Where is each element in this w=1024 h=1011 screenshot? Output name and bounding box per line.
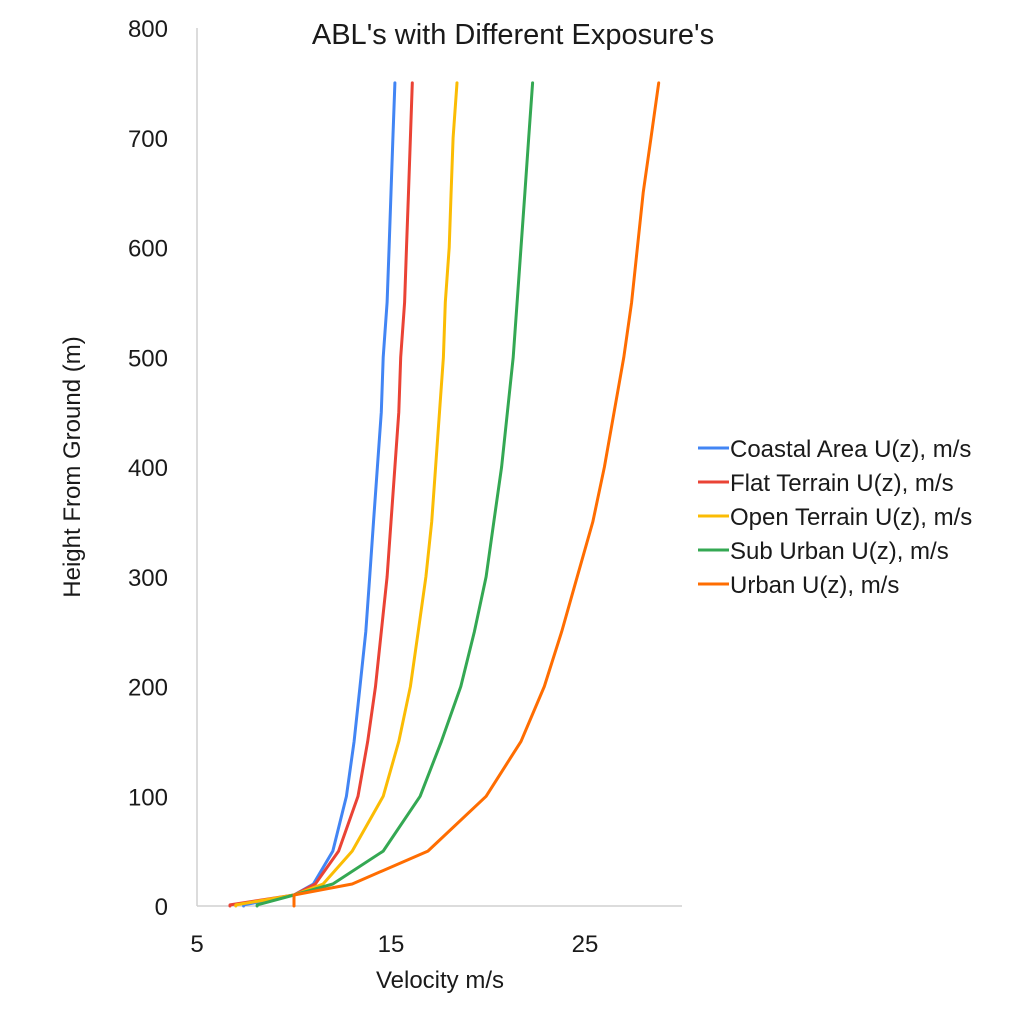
x-tick-labels: 5 15 25 bbox=[190, 931, 598, 958]
x-tick-label: 5 bbox=[190, 931, 203, 958]
y-tick-label: 700 bbox=[128, 126, 168, 153]
plot-area: 0 100 200 300 400 500 600 700 800 5 15 25 bbox=[128, 16, 682, 958]
series-line-3 bbox=[255, 81, 535, 908]
legend-item: Coastal Area U(z), m/s bbox=[698, 436, 971, 463]
y-axis-title: Height From Ground (m) bbox=[59, 336, 86, 597]
legend-item: Urban U(z), m/s bbox=[698, 572, 899, 599]
legend-label: Sub Urban U(z), m/s bbox=[730, 538, 949, 565]
y-tick-label: 100 bbox=[128, 784, 168, 811]
series-line-4 bbox=[292, 81, 661, 908]
y-tick-label: 500 bbox=[128, 345, 168, 372]
series-line-0 bbox=[242, 81, 397, 908]
legend: Coastal Area U(z), m/s Flat Terrain U(z),… bbox=[698, 436, 972, 599]
y-tick-label: 300 bbox=[128, 565, 168, 592]
legend-label: Open Terrain U(z), m/s bbox=[730, 504, 972, 531]
y-tick-label: 0 bbox=[155, 894, 168, 921]
legend-item: Flat Terrain U(z), m/s bbox=[698, 470, 954, 497]
x-tick-label: 15 bbox=[378, 931, 405, 958]
legend-item: Sub Urban U(z), m/s bbox=[698, 538, 949, 565]
y-tick-label: 800 bbox=[128, 16, 168, 43]
y-tick-label: 400 bbox=[128, 455, 168, 482]
x-tick-label: 25 bbox=[572, 931, 599, 958]
legend-item: Open Terrain U(z), m/s bbox=[698, 504, 972, 531]
series-line-1 bbox=[228, 81, 414, 908]
y-tick-label: 200 bbox=[128, 675, 168, 702]
legend-label: Flat Terrain U(z), m/s bbox=[730, 470, 954, 497]
y-tick-label: 600 bbox=[128, 236, 168, 263]
series-lines bbox=[228, 81, 661, 908]
legend-label: Coastal Area U(z), m/s bbox=[730, 436, 971, 463]
x-axis-title: Velocity m/s bbox=[376, 967, 504, 994]
legend-label: Urban U(z), m/s bbox=[730, 572, 899, 599]
y-tick-labels: 0 100 200 300 400 500 600 700 800 bbox=[128, 16, 168, 921]
chart-title: ABL's with Different Exposure's bbox=[312, 19, 714, 51]
series-line-2 bbox=[234, 81, 459, 908]
